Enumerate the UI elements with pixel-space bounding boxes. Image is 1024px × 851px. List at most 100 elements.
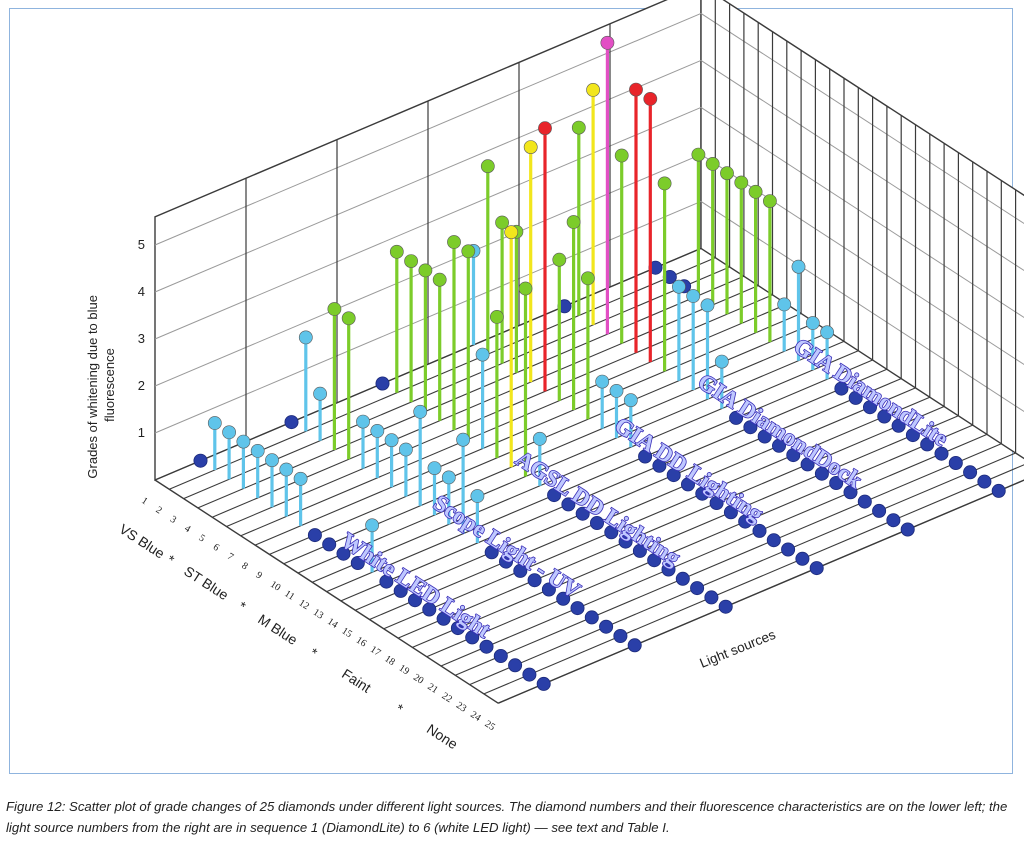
diamond-number-label: 11 xyxy=(282,588,296,602)
chart-canvas: Grades of whitening due to blue fluoresc… xyxy=(85,0,1024,752)
data-point xyxy=(522,667,537,682)
data-point xyxy=(236,434,251,449)
data-point xyxy=(279,462,294,477)
data-point xyxy=(493,649,508,664)
data-point xyxy=(963,465,978,480)
z-axis-label-line-2: fluorescence xyxy=(102,348,117,422)
data-point xyxy=(763,194,777,208)
data-point xyxy=(613,629,628,644)
fluorescence-label: * xyxy=(393,700,407,717)
data-point xyxy=(700,298,715,313)
data-point xyxy=(690,581,705,596)
data-point xyxy=(991,483,1006,498)
data-point xyxy=(384,433,399,448)
data-point xyxy=(691,147,706,162)
data-point xyxy=(398,442,413,457)
floor-gridline xyxy=(397,405,945,639)
diamond-number-label: 20 xyxy=(411,672,425,687)
data-point xyxy=(623,393,638,408)
data-point xyxy=(820,325,834,340)
data-point xyxy=(407,593,422,608)
data-point xyxy=(327,302,342,316)
diamond-number-label: 15 xyxy=(340,625,354,640)
data-point xyxy=(848,390,863,405)
figure-caption: Figure 12: Scatter plot of grade changes… xyxy=(6,799,1008,835)
data-point xyxy=(709,495,724,510)
fluorescence-label: * xyxy=(307,645,321,662)
data-point xyxy=(475,347,490,362)
data-point xyxy=(484,545,499,560)
data-point xyxy=(800,457,815,472)
data-point xyxy=(375,376,390,391)
data-point xyxy=(686,289,701,303)
diamond-number-label: 17 xyxy=(368,644,382,659)
data-point xyxy=(599,619,614,634)
data-point xyxy=(389,244,404,259)
data-point xyxy=(618,534,633,549)
data-point xyxy=(604,525,619,540)
diamond-number-label: 10 xyxy=(268,579,282,594)
data-point xyxy=(393,583,408,598)
chart-marks xyxy=(193,35,1006,691)
diamond-number-label: 18 xyxy=(382,653,396,668)
floor-gridline xyxy=(426,424,973,658)
data-point xyxy=(632,543,647,558)
data-point xyxy=(436,611,451,626)
data-point xyxy=(570,601,585,616)
data-point xyxy=(905,428,920,443)
data-point xyxy=(704,590,719,605)
diamond-number-labels: 1234567891011121314151617181920212223242… xyxy=(139,495,497,733)
fluorescence-label: Faint xyxy=(339,665,374,695)
data-point xyxy=(541,582,556,597)
fluorescence-label: * xyxy=(235,598,249,615)
data-point xyxy=(313,386,327,401)
data-point xyxy=(863,400,878,415)
data-point xyxy=(441,470,456,485)
data-point xyxy=(293,471,308,486)
data-point xyxy=(552,252,567,267)
data-point xyxy=(422,602,437,617)
data-point xyxy=(600,35,615,50)
data-point xyxy=(447,235,461,249)
data-point xyxy=(609,383,624,398)
data-point xyxy=(356,414,370,429)
data-point xyxy=(857,494,872,509)
data-point xyxy=(738,514,753,529)
data-point xyxy=(781,542,796,557)
data-point xyxy=(207,416,222,430)
data-point xyxy=(581,271,595,286)
data-point xyxy=(584,610,599,625)
data-point xyxy=(508,658,523,673)
data-point xyxy=(465,630,480,645)
z-tick-label: 5 xyxy=(138,237,145,252)
data-point xyxy=(791,259,806,274)
data-point xyxy=(934,446,949,461)
data-point xyxy=(265,453,279,468)
fluorescence-label: ST Blue xyxy=(181,563,231,604)
z-tick-label: 4 xyxy=(138,284,145,299)
floor-gridline xyxy=(312,350,859,583)
floor-gridline xyxy=(326,359,873,593)
data-point xyxy=(222,425,236,440)
z-tick-label: 3 xyxy=(138,331,145,346)
data-point xyxy=(590,516,605,531)
chart-walls xyxy=(154,0,1024,482)
data-point xyxy=(518,281,533,296)
data-point xyxy=(532,431,547,446)
data-point xyxy=(718,599,733,614)
data-point xyxy=(647,553,662,568)
data-point xyxy=(900,522,915,537)
data-point xyxy=(766,533,781,548)
floor-gridline xyxy=(383,396,931,630)
diamond-number-label: 3 xyxy=(168,514,178,526)
data-point xyxy=(834,381,849,396)
data-point xyxy=(365,518,379,533)
floor-gridline xyxy=(455,443,1002,676)
data-point xyxy=(772,438,787,453)
data-point xyxy=(872,503,887,518)
data-point xyxy=(977,474,992,489)
data-point xyxy=(638,449,653,464)
data-point xyxy=(527,573,542,588)
floor-gridline xyxy=(254,312,802,546)
data-point xyxy=(843,485,858,500)
